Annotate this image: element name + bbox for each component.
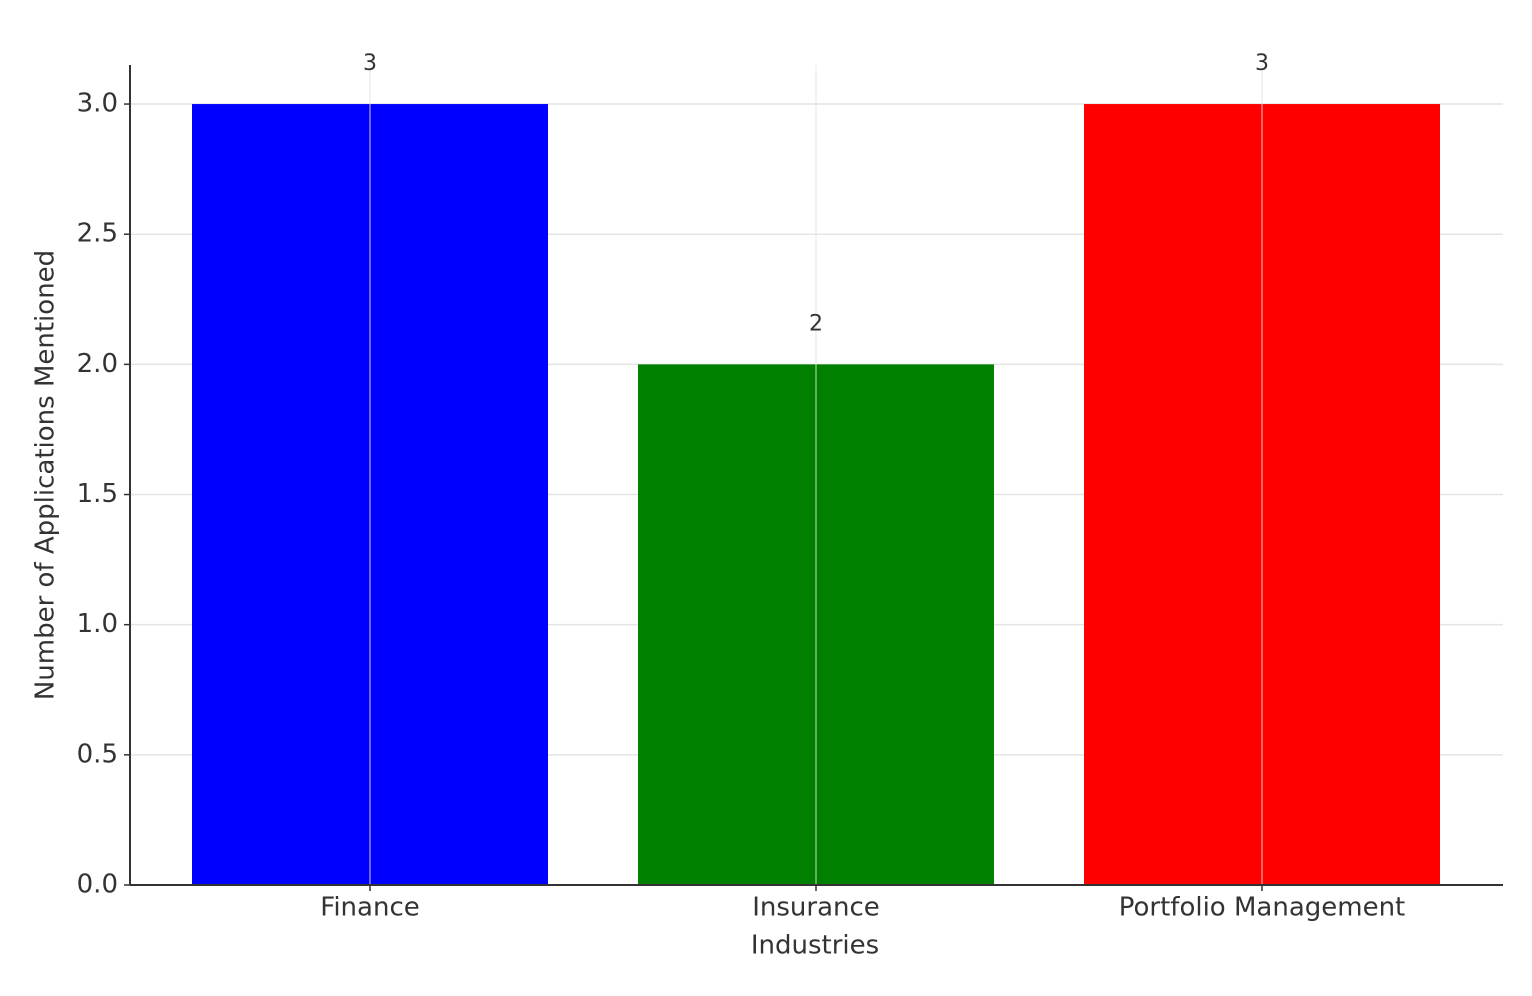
y-tick-label: 1.0 bbox=[77, 609, 118, 639]
y-tick-label: 0.0 bbox=[77, 870, 118, 900]
data-label: 3 bbox=[363, 51, 377, 76]
y-tick-label: 1.5 bbox=[77, 479, 118, 509]
y-axis-label: Number of Applications Mentioned bbox=[31, 250, 61, 700]
data-label: 3 bbox=[1255, 51, 1269, 76]
x-axis-label: Industries bbox=[751, 931, 879, 961]
y-tick-label: 0.5 bbox=[77, 739, 118, 769]
data-label: 2 bbox=[809, 311, 823, 336]
y-tick-label: 2.0 bbox=[77, 349, 118, 379]
x-tick-label: Insurance bbox=[752, 893, 880, 923]
y-tick-label: 3.0 bbox=[77, 89, 118, 119]
x-tick-label: Portfolio Management bbox=[1119, 893, 1406, 923]
x-tick-label: Finance bbox=[320, 893, 419, 923]
y-tick-label: 2.5 bbox=[77, 219, 118, 249]
